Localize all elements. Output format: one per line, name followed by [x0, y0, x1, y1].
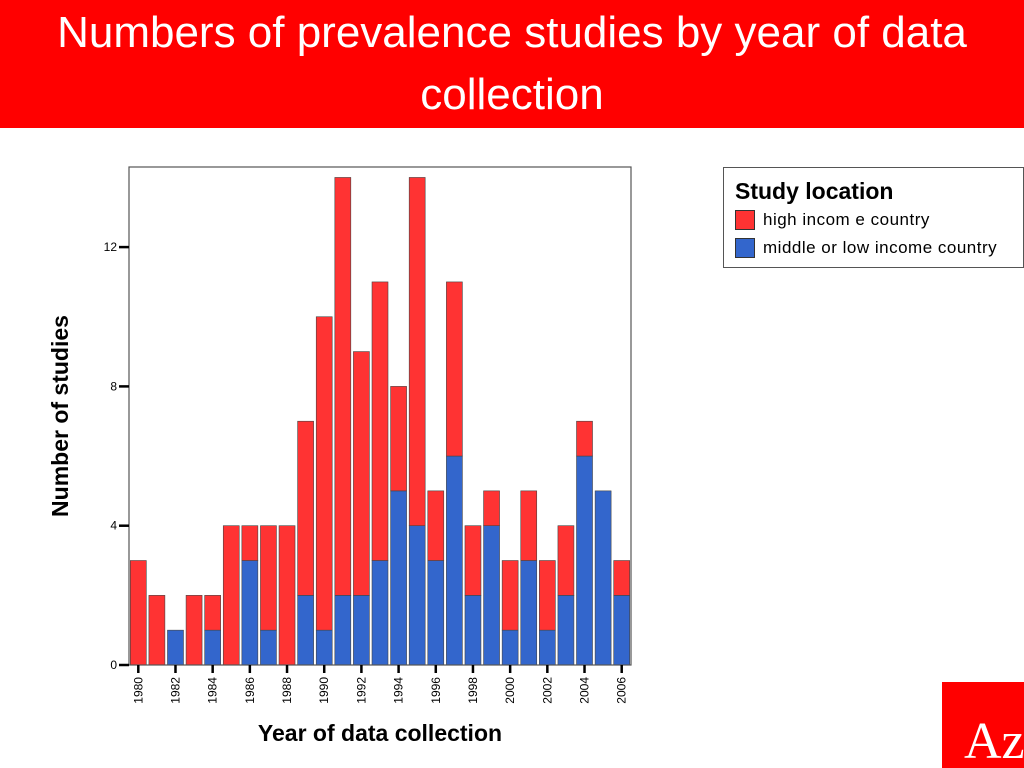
x-tick-label-1986: 1986 — [243, 677, 257, 704]
bar-1997-high-income — [446, 281, 463, 457]
x-axis-label: Year of data collection — [258, 720, 502, 746]
y-tick-label-12: 12 — [104, 240, 118, 254]
bar-2002-middle-low-income — [539, 629, 556, 666]
bar-2002-high-income — [539, 560, 556, 631]
x-tick-label-2002: 2002 — [540, 677, 554, 704]
bar-1998-middle-low-income — [464, 595, 482, 666]
y-tick-label-4: 4 — [110, 519, 117, 533]
y-axis-label: Number of studies — [47, 315, 73, 517]
bar-1986-high-income — [241, 525, 259, 561]
bar-1984-middle-low-income — [204, 629, 221, 666]
bar-1992-high-income — [353, 351, 370, 596]
bar-1987-high-income — [260, 525, 277, 631]
y-tick-label-8: 8 — [110, 379, 117, 393]
page-title: Numbers of prevalence studies by year of… — [57, 8, 967, 119]
title-banner: Numbers of prevalence studies by year of… — [0, 0, 1024, 128]
bar-1987-middle-low-income — [260, 629, 277, 666]
legend-title: Study location — [735, 178, 894, 204]
bar-1984-high-income — [204, 595, 221, 631]
x-tick-label-1988: 1988 — [280, 677, 294, 704]
y-tick-label-0: 0 — [110, 658, 117, 672]
legend-item-middle-low-income: middle or low income country — [735, 238, 997, 258]
bar-2003-high-income — [557, 525, 575, 596]
legend-swatch-middle-low-income — [735, 238, 755, 258]
bar-1993-high-income — [371, 281, 389, 561]
bar-2001-middle-low-income — [520, 560, 538, 666]
bar-1985-high-income — [222, 525, 240, 666]
legend-label-high-income: high incom e country — [763, 210, 930, 229]
bar-1991-middle-low-income — [334, 595, 352, 666]
x-tick-label-1984: 1984 — [206, 677, 220, 704]
bar-1995-high-income — [408, 177, 426, 527]
bar-1992-middle-low-income — [353, 595, 370, 666]
legend-label-middle-low-income: middle or low income country — [763, 238, 998, 257]
bar-1990-middle-low-income — [315, 629, 333, 666]
x-tick-label-1994: 1994 — [392, 677, 406, 704]
bar-2006-high-income — [613, 560, 631, 596]
bar-1989-high-income — [297, 420, 314, 596]
logo-text: Az — [964, 713, 1024, 768]
bar-2000-middle-low-income — [501, 629, 519, 666]
bar-2000-high-income — [501, 560, 519, 631]
bar-1988-high-income — [278, 525, 296, 666]
x-tick-label-1992: 1992 — [354, 677, 368, 704]
bar-1983-high-income — [185, 595, 203, 666]
x-tick-label-2000: 2000 — [503, 677, 517, 704]
bar-1980-high-income — [130, 560, 147, 666]
bar-1990-high-income — [315, 316, 333, 631]
legend: Study location high incom e country midd… — [723, 167, 1024, 268]
bar-1981-high-income — [148, 595, 166, 666]
x-tick-label-1982: 1982 — [168, 677, 182, 704]
x-tick-label-1998: 1998 — [466, 677, 480, 704]
bar-1994-middle-low-income — [390, 490, 407, 666]
bar-1982-middle-low-income — [167, 629, 184, 666]
y-axis: 0 4 8 12 — [104, 240, 129, 672]
x-tick-label-1990: 1990 — [317, 677, 331, 704]
bar-1996-middle-low-income — [427, 560, 445, 666]
bar-2001-high-income — [520, 490, 538, 561]
bar-2004-high-income — [576, 420, 593, 457]
bar-1999-middle-low-income — [483, 525, 500, 666]
x-tick-label-1996: 1996 — [429, 677, 443, 704]
plot-frame — [128, 166, 632, 666]
bar-1998-high-income — [464, 525, 482, 596]
bar-1991-high-income — [334, 177, 352, 596]
bar-1989-middle-low-income — [297, 595, 314, 666]
bar-2005-middle-low-income — [594, 490, 612, 666]
brand-logo: Az — [942, 682, 1024, 768]
bar-1993-middle-low-income — [371, 560, 389, 666]
bars-group — [130, 177, 631, 666]
legend-item-high-income: high incom e country — [735, 210, 930, 230]
bar-1999-high-income — [483, 490, 500, 526]
bar-2004-middle-low-income — [576, 455, 593, 666]
x-axis: 1980 1982 1984 1986 1988 1990 1992 1994 1996 1998… — [131, 665, 629, 704]
x-tick-label-2006: 2006 — [615, 677, 629, 704]
bar-1995-middle-low-income — [408, 525, 426, 666]
x-tick-label-1980: 1980 — [131, 677, 145, 704]
bar-1986-middle-low-income — [241, 560, 259, 666]
bar-1996-high-income — [427, 490, 445, 561]
bar-1997-middle-low-income — [446, 455, 463, 666]
bar-2006-middle-low-income — [613, 595, 631, 666]
bar-2003-middle-low-income — [557, 595, 575, 666]
legend-swatch-high-income — [735, 210, 755, 230]
bar-1994-high-income — [390, 386, 407, 492]
x-tick-label-2004: 2004 — [578, 677, 592, 704]
